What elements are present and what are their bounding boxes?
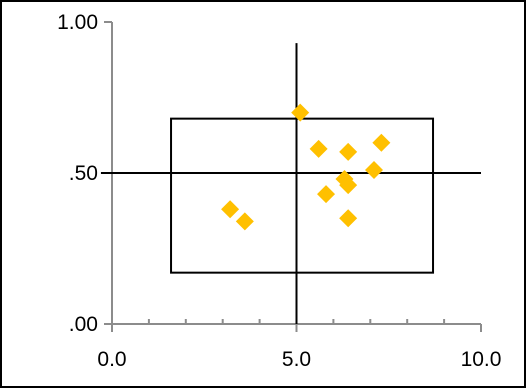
- data-point-0-0: [221, 200, 240, 219]
- data-point-0-7: [339, 142, 358, 161]
- data-point-0-9: [364, 160, 383, 179]
- y-tick-label-2: 1.00: [57, 11, 98, 34]
- data-point-0-3: [309, 139, 328, 158]
- x-tick-label-2: 10.0: [461, 348, 502, 371]
- data-point-0-4: [317, 185, 336, 204]
- y-tick-label-1: .50: [69, 162, 98, 185]
- plot-area: .00 .50 1.00 0.0 5.0 10.0: [57, 11, 501, 371]
- data-point-0-1: [235, 212, 254, 231]
- data-point-0-2: [291, 103, 310, 122]
- x-tick-label-1: 5.0: [282, 348, 311, 371]
- x-tick-label-0: 0.0: [97, 348, 126, 371]
- y-tick-label-0: .00: [69, 313, 98, 336]
- data-point-0-10: [372, 133, 391, 152]
- data-point-0-8: [339, 209, 358, 228]
- data-point-0-6: [339, 176, 358, 195]
